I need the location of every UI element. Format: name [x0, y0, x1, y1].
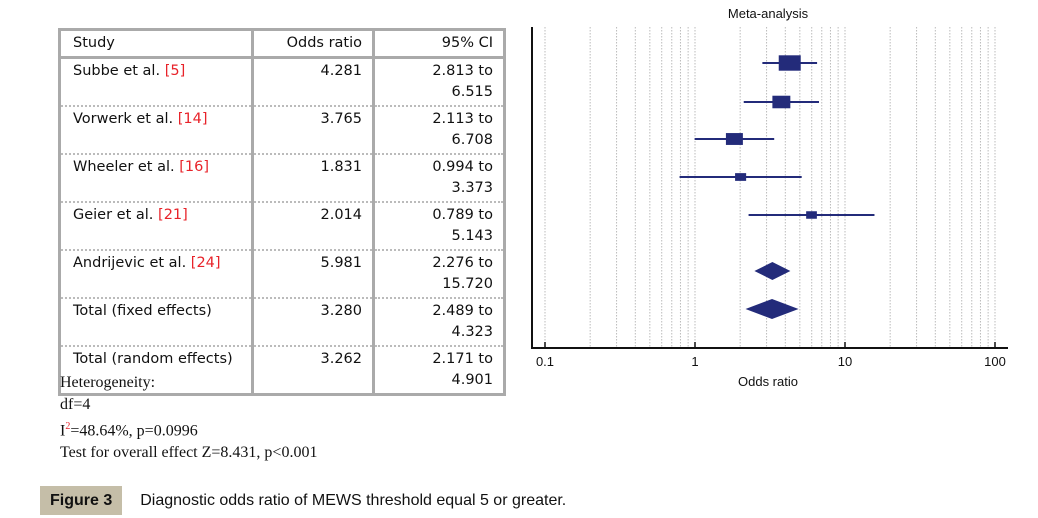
- ci-upper: 15.720: [442, 276, 493, 292]
- study-name: Total (fixed effects): [73, 303, 212, 319]
- heterogeneity-label: Heterogeneity:: [60, 374, 156, 391]
- figure-caption: Figure 3 Diagnostic odds ratio of MEWS t…: [40, 486, 566, 515]
- odds-ratio-cell: 3.765: [251, 105, 375, 155]
- odds-ratio-cell: 3.262: [251, 345, 375, 396]
- study-name: Subbe et al.: [73, 63, 161, 79]
- ci-cell: 2.813 to 6.515: [372, 56, 506, 107]
- ci-cell: 0.994 to 3.373: [372, 153, 506, 203]
- table-row: Andrijevic et al. [24] 5.981 2.276 to 15.…: [58, 249, 506, 299]
- i2-superscript: 2: [65, 421, 71, 432]
- point-estimate-marker: [806, 211, 817, 219]
- i2-rest: =48.64%, p=0.0996: [70, 422, 198, 440]
- ci-lower: 2.813 to: [432, 63, 493, 79]
- study-name: Geier et al.: [73, 207, 154, 223]
- table-row: Wheeler et al. [16] 1.831 0.994 to 3.373: [58, 153, 506, 203]
- reference-link[interactable]: [14]: [177, 111, 208, 127]
- point-estimate-marker: [778, 55, 801, 71]
- reference-link[interactable]: [16]: [179, 159, 210, 175]
- pooled-diamond: [745, 299, 799, 319]
- x-tick-label: 10: [838, 354, 852, 369]
- study-cell: Geier et al. [21]: [58, 201, 254, 251]
- point-estimate-marker: [735, 173, 747, 181]
- odds-ratio-cell: 3.280: [251, 297, 375, 347]
- x-tick-label: 0.1: [536, 354, 554, 369]
- x-tick-label: 100: [984, 354, 1006, 369]
- reference-link[interactable]: [5]: [164, 63, 186, 79]
- ci-lower: 2.113 to: [432, 111, 493, 127]
- ci-lower: 2.171 to: [432, 351, 493, 367]
- study-name: Wheeler et al.: [73, 159, 175, 175]
- ci-upper: 4.323: [451, 324, 493, 340]
- study-cell: Subbe et al. [5]: [58, 56, 254, 107]
- statistics-notes: Heterogeneity: df=4 I2=48.64%, p=0.0996 …: [60, 372, 317, 464]
- df-value: df=4: [60, 396, 91, 413]
- study-cell: Wheeler et al. [16]: [58, 153, 254, 203]
- header-study: Study: [58, 28, 254, 59]
- point-estimate-marker: [725, 133, 743, 145]
- ci-lower: 2.276 to: [432, 255, 493, 271]
- study-cell: Total (fixed effects): [58, 297, 254, 347]
- ci-upper: 5.143: [451, 228, 493, 244]
- study-name: Total (random effects): [73, 351, 233, 367]
- study-cell: Total (random effects): [58, 345, 254, 396]
- ci-upper: 4.901: [451, 372, 493, 388]
- ci-upper: 6.708: [451, 132, 493, 148]
- ci-cell: 2.489 to 4.323: [372, 297, 506, 347]
- odds-ratio-cell: 2.014: [251, 201, 375, 251]
- ci-lower: 0.994 to: [432, 159, 493, 175]
- point-estimate-marker: [772, 95, 791, 109]
- ci-lower: 2.489 to: [432, 303, 493, 319]
- ci-cell: 2.113 to 6.708: [372, 105, 506, 155]
- table-row: Total (random effects) 3.262 2.171 to 4.9…: [58, 345, 506, 396]
- i2-value: I2=48.64%, p=0.0996: [60, 416, 317, 442]
- odds-ratio-cell: 4.281: [251, 56, 375, 107]
- study-name: Vorwerk et al.: [73, 111, 174, 127]
- ci-cell: 2.276 to 15.720: [372, 249, 506, 299]
- study-cell: Andrijevic et al. [24]: [58, 249, 254, 299]
- ci-lower: 0.789 to: [432, 207, 493, 223]
- header-odds-ratio: Odds ratio: [251, 28, 375, 59]
- x-axis-label: Odds ratio: [738, 374, 798, 389]
- overall-effect: Test for overall effect Z=8.431, p<0.001: [60, 444, 318, 462]
- ci-upper: 3.373: [451, 180, 493, 196]
- reference-link[interactable]: [24]: [190, 255, 221, 271]
- ci-cell: 2.171 to 4.901: [372, 345, 506, 396]
- chart-title: Meta-analysis: [728, 6, 809, 21]
- study-name: Andrijevic et al.: [73, 255, 187, 271]
- i2-label: I: [60, 422, 66, 440]
- pooled-diamond: [754, 262, 791, 280]
- caption-text: Diagnostic odds ratio of MEWS threshold …: [140, 491, 567, 509]
- table-row: Vorwerk et al. [14] 3.765 2.113 to 6.708: [58, 105, 506, 155]
- forest-plot: 0.1 1 10 100 Meta-analysis Odds ratio: [531, 6, 1008, 389]
- ci-upper: 6.515: [451, 84, 493, 100]
- ci-cell: 0.789 to 5.143: [372, 201, 506, 251]
- x-tick-label: 1: [691, 354, 698, 369]
- table-row: Geier et al. [21] 2.014 0.789 to 5.143: [58, 201, 506, 251]
- odds-ratio-cell: 5.981: [251, 249, 375, 299]
- header-ci: 95% CI: [372, 28, 506, 59]
- table-row: Total (fixed effects) 3.280 2.489 to 4.32…: [58, 297, 506, 347]
- reference-link[interactable]: [21]: [158, 207, 188, 223]
- figure-label: Figure 3: [40, 486, 123, 515]
- odds-ratio-cell: 1.831: [251, 153, 375, 203]
- table-row: Subbe et al. [5] 4.281 2.813 to 6.515: [58, 56, 506, 107]
- results-table: Study Odds ratio 95% CI Subbe et al. [5]…: [58, 28, 506, 396]
- study-cell: Vorwerk et al. [14]: [58, 105, 254, 155]
